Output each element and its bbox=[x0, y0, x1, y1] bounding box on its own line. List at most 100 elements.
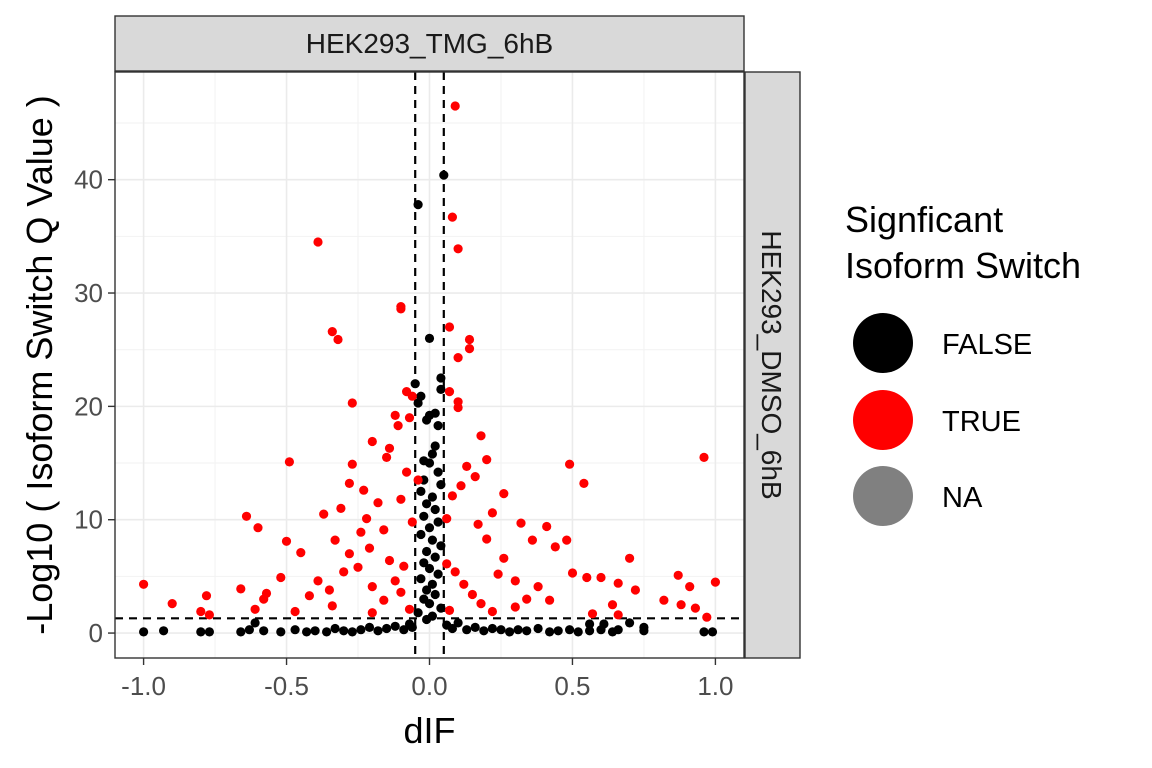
point-true bbox=[313, 237, 323, 247]
point-true bbox=[607, 600, 618, 610]
point-true bbox=[582, 572, 592, 583]
point-true bbox=[613, 578, 623, 588]
point-true bbox=[407, 517, 417, 527]
point-false bbox=[259, 626, 269, 636]
point-false bbox=[436, 373, 446, 383]
point-true bbox=[379, 525, 389, 535]
gridlines bbox=[115, 72, 744, 658]
y-tick-label: 20 bbox=[74, 391, 103, 421]
y-tick-label: 30 bbox=[74, 278, 103, 308]
point-true bbox=[476, 599, 486, 609]
x-tick-label: 0.5 bbox=[554, 671, 590, 701]
point-true bbox=[241, 511, 252, 521]
point-true bbox=[281, 536, 292, 546]
legend-label-false: FALSE bbox=[942, 329, 1032, 361]
point-false bbox=[244, 625, 254, 635]
point-true bbox=[382, 452, 392, 462]
x-tick-label: -0.5 bbox=[264, 671, 309, 701]
point-false bbox=[236, 627, 246, 637]
point-true bbox=[676, 600, 686, 610]
point-false bbox=[196, 627, 206, 637]
point-true bbox=[444, 387, 455, 397]
point-true bbox=[516, 518, 526, 528]
point-true bbox=[567, 568, 578, 578]
point-false bbox=[416, 486, 426, 496]
legend-title-line-2: Isoform Switch bbox=[845, 245, 1081, 286]
point-false bbox=[436, 603, 446, 613]
x-tick-label: 0.0 bbox=[411, 671, 447, 701]
point-true bbox=[587, 609, 598, 619]
point-false bbox=[159, 626, 169, 636]
point-true bbox=[336, 503, 346, 513]
point-true bbox=[442, 559, 452, 569]
point-false bbox=[427, 492, 437, 502]
point-true bbox=[344, 478, 354, 488]
point-true bbox=[702, 612, 712, 622]
legend-label-na: NA bbox=[942, 482, 983, 514]
point-true bbox=[545, 595, 555, 605]
point-true bbox=[367, 436, 377, 447]
point-true bbox=[482, 534, 492, 544]
point-true bbox=[533, 582, 543, 592]
point-false bbox=[505, 627, 515, 637]
point-true bbox=[659, 595, 669, 605]
point-false bbox=[436, 480, 446, 490]
point-true bbox=[447, 212, 457, 222]
point-false bbox=[699, 627, 709, 637]
point-true bbox=[373, 498, 383, 508]
point-true bbox=[367, 582, 377, 592]
point-true bbox=[364, 543, 375, 553]
point-true bbox=[393, 421, 403, 431]
point-true bbox=[690, 603, 701, 613]
point-true bbox=[450, 567, 460, 577]
point-true bbox=[579, 478, 589, 488]
point-true bbox=[362, 514, 372, 524]
point-true bbox=[522, 594, 532, 604]
point-true bbox=[470, 472, 480, 482]
point-true bbox=[710, 577, 721, 587]
point-false bbox=[424, 599, 435, 609]
point-false bbox=[533, 623, 543, 634]
point-false bbox=[422, 415, 432, 425]
point-false bbox=[513, 625, 523, 635]
point-true bbox=[204, 610, 214, 620]
point-true bbox=[404, 604, 415, 614]
point-true bbox=[630, 585, 641, 595]
point-true bbox=[673, 570, 683, 580]
point-false bbox=[310, 626, 320, 636]
point-true bbox=[304, 591, 314, 601]
point-false bbox=[522, 626, 532, 636]
point-true bbox=[476, 431, 486, 441]
point-false bbox=[430, 504, 440, 515]
point-false bbox=[422, 585, 432, 595]
point-false bbox=[347, 627, 357, 637]
point-false bbox=[439, 170, 449, 180]
point-false bbox=[424, 523, 435, 533]
point-true bbox=[510, 576, 520, 586]
facet-strip-top bbox=[114, 15, 745, 72]
point-true bbox=[356, 527, 366, 537]
point-false bbox=[416, 529, 426, 540]
point-false bbox=[330, 623, 340, 634]
point-false bbox=[427, 535, 437, 545]
point-false bbox=[613, 625, 623, 635]
point-false bbox=[250, 618, 260, 628]
point-true bbox=[444, 605, 455, 616]
point-true bbox=[396, 494, 406, 504]
point-false bbox=[433, 467, 443, 477]
point-true bbox=[413, 475, 423, 485]
point-true bbox=[284, 457, 294, 467]
point-false bbox=[565, 625, 575, 635]
y-tick-label: 40 bbox=[74, 165, 103, 195]
point-true bbox=[324, 585, 334, 595]
point-true bbox=[390, 410, 400, 420]
point-false bbox=[433, 569, 443, 579]
point-true bbox=[384, 443, 395, 453]
point-false bbox=[462, 625, 472, 635]
point-false bbox=[422, 499, 432, 509]
point-true bbox=[487, 508, 497, 518]
point-true bbox=[167, 599, 177, 609]
point-true bbox=[482, 455, 492, 465]
point-true bbox=[196, 606, 206, 617]
